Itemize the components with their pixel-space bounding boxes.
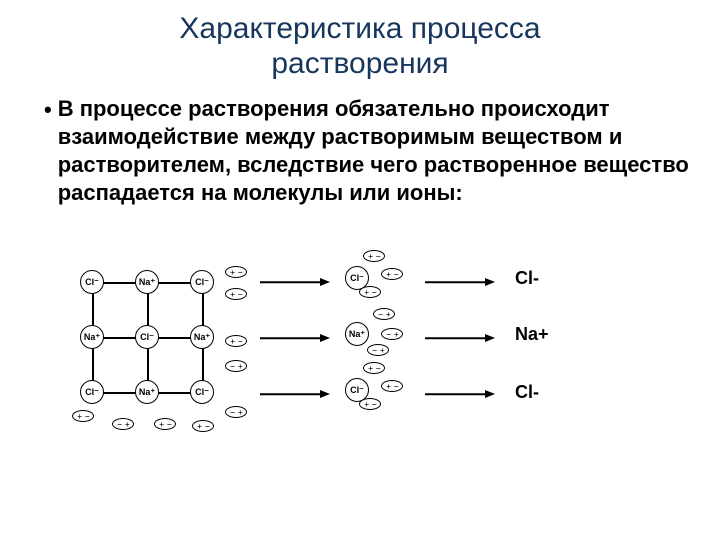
product-label: Сl- — [515, 268, 539, 289]
arrow-icon — [425, 388, 495, 400]
water-molecule: − + — [367, 344, 389, 356]
lattice-ion: Cl⁻ — [190, 270, 214, 294]
arrow-icon — [425, 276, 495, 288]
water-molecule: + − — [225, 266, 247, 278]
water-molecule: + − — [363, 362, 385, 374]
bullet-row: • В процессе растворения обязательно про… — [44, 95, 692, 208]
water-molecule: + − — [381, 380, 403, 392]
water-molecule: + − — [72, 410, 94, 422]
water-molecule: − + — [381, 328, 403, 340]
title-line2: растворения — [0, 47, 720, 82]
dissolution-diagram: Cl⁻Na⁺Cl⁻Na⁺Cl⁻Na⁺Cl⁻Na⁺Cl⁻ + −+ −+ −− +… — [80, 270, 640, 520]
lattice-ion: Na⁺ — [80, 325, 104, 349]
bullet-text: В процессе растворения обязательно проис… — [58, 95, 692, 208]
arrow-icon — [260, 332, 330, 344]
water-molecule: + − — [381, 268, 403, 280]
water-molecule: + − — [225, 335, 247, 347]
arrow-icon — [260, 276, 330, 288]
water-molecule: + − — [154, 418, 176, 430]
lattice-ion: Cl⁻ — [190, 380, 214, 404]
lattice-ion: Cl⁻ — [135, 325, 159, 349]
lattice-ion: Na⁺ — [135, 380, 159, 404]
lattice-ion: Cl⁻ — [80, 270, 104, 294]
lattice-ion: Na⁺ — [135, 270, 159, 294]
slide-title: Характеристика процесса растворения — [0, 0, 720, 81]
product-label: Na+ — [515, 324, 549, 345]
lattice-ion: Na⁺ — [190, 325, 214, 349]
water-molecule: + − — [363, 250, 385, 262]
bullet-dot: • — [44, 99, 52, 208]
lattice-ion: Cl⁻ — [80, 380, 104, 404]
body-text: • В процессе растворения обязательно про… — [0, 81, 720, 208]
water-molecule: + − — [359, 398, 381, 410]
arrow-icon — [425, 332, 495, 344]
water-molecule: − + — [373, 308, 395, 320]
water-molecule: − + — [225, 360, 247, 372]
solvated-ion: Na⁺ — [345, 322, 369, 346]
water-molecule: − + — [225, 406, 247, 418]
arrow-icon — [260, 388, 330, 400]
water-molecule: + − — [192, 420, 214, 432]
product-label: Сl- — [515, 382, 539, 403]
water-molecule: − + — [112, 418, 134, 430]
water-molecule: + − — [225, 288, 247, 300]
title-line1: Характеристика процесса — [0, 12, 720, 47]
water-molecule: + − — [359, 286, 381, 298]
